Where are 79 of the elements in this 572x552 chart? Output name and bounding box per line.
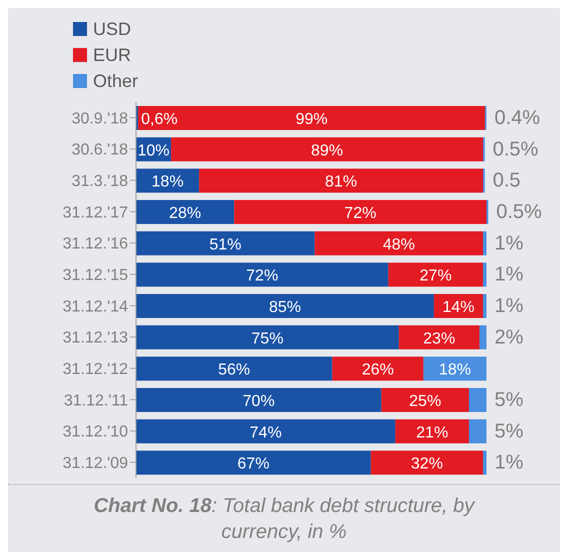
data-label: 1%	[494, 295, 524, 317]
bar	[482, 262, 486, 287]
data-label: 27%	[420, 268, 452, 285]
bar	[370, 450, 483, 475]
bar	[482, 231, 486, 256]
data-label: 1%	[494, 232, 524, 254]
data-label: 0.5	[492, 170, 521, 192]
data-label: 1%	[494, 452, 524, 474]
data-label: 14%	[442, 299, 474, 316]
data-label: 74%	[250, 424, 282, 442]
y-tick-label: 31.12.'09	[62, 455, 128, 472]
data-label: 75%	[251, 330, 284, 348]
bar	[398, 325, 480, 350]
bar	[136, 356, 332, 381]
y-tick-label: 31.12.'13	[62, 330, 128, 347]
data-label: 2%	[494, 326, 524, 348]
data-label: 67%	[237, 456, 270, 473]
data-label: 0.5%	[496, 201, 542, 223]
data-label: 72%	[344, 205, 376, 222]
bar	[482, 294, 486, 318]
data-label: 72%	[246, 268, 278, 285]
y-tick-label: 31.12.'16	[62, 236, 128, 253]
bar	[479, 325, 486, 350]
bar	[136, 200, 234, 224]
legend-label: USD	[93, 18, 132, 40]
bar	[234, 200, 486, 224]
data-label: 18%	[438, 362, 471, 379]
bar	[136, 388, 382, 412]
bar	[332, 356, 424, 381]
data-label: 81%	[325, 174, 358, 191]
y-tick-label: 31.12.'11	[64, 392, 128, 410]
data-label: 51%	[209, 236, 242, 254]
y-tick-label: 30.6.'18	[72, 142, 128, 159]
bar	[388, 262, 483, 287]
data-label: 1%	[494, 264, 524, 286]
data-label: 56%	[218, 362, 250, 379]
bar	[136, 294, 434, 318]
bar	[381, 388, 469, 412]
bar	[171, 137, 483, 162]
y-tick-label: 30.9.'18	[72, 110, 128, 128]
data-label: 23%	[423, 330, 456, 348]
y-tick-label: 31.12.'15	[62, 267, 128, 284]
data-label: 21%	[416, 424, 448, 442]
data-label: 10%	[138, 142, 170, 160]
data-label: 32%	[410, 456, 443, 473]
bar	[138, 106, 486, 130]
y-tick-label: 31.12.'14	[62, 298, 128, 316]
y-tick-label: 31.3.'18	[72, 173, 128, 190]
bar	[468, 388, 486, 412]
data-label: 89%	[311, 142, 344, 160]
data-label: 28%	[169, 205, 202, 222]
bar	[136, 231, 315, 256]
bar	[136, 262, 388, 287]
data-label: 0,6%	[141, 111, 178, 128]
bar	[468, 419, 486, 444]
y-tick-label: 31.12.'10	[62, 424, 128, 441]
data-label: 26%	[362, 362, 394, 379]
bar	[136, 325, 399, 350]
data-label: 0.5%	[492, 138, 539, 160]
text: Chart No. 18: Total bank debt structure, by currency, in %	[8, 484, 560, 549]
legend-label: EUR	[93, 44, 132, 66]
data-label: 5%	[494, 420, 524, 442]
data-label: 5%	[494, 389, 524, 411]
data-label: 18%	[152, 174, 184, 191]
legend-label: Other	[93, 70, 138, 92]
bar	[136, 450, 371, 475]
bar	[314, 231, 483, 256]
bar	[136, 419, 396, 444]
y-tick-label: 31.12.'17	[62, 204, 128, 222]
bar	[395, 419, 469, 444]
data-label: 85%	[268, 299, 301, 316]
data-label: 99%	[296, 111, 328, 128]
bar	[482, 450, 486, 475]
bar	[199, 168, 483, 193]
y-tick-label: 31.12.'12	[62, 361, 128, 378]
data-label: 48%	[382, 236, 415, 254]
data-label: 25%	[409, 393, 442, 410]
data-label: 70%	[242, 393, 275, 410]
data-label: 0.4%	[494, 107, 540, 129]
